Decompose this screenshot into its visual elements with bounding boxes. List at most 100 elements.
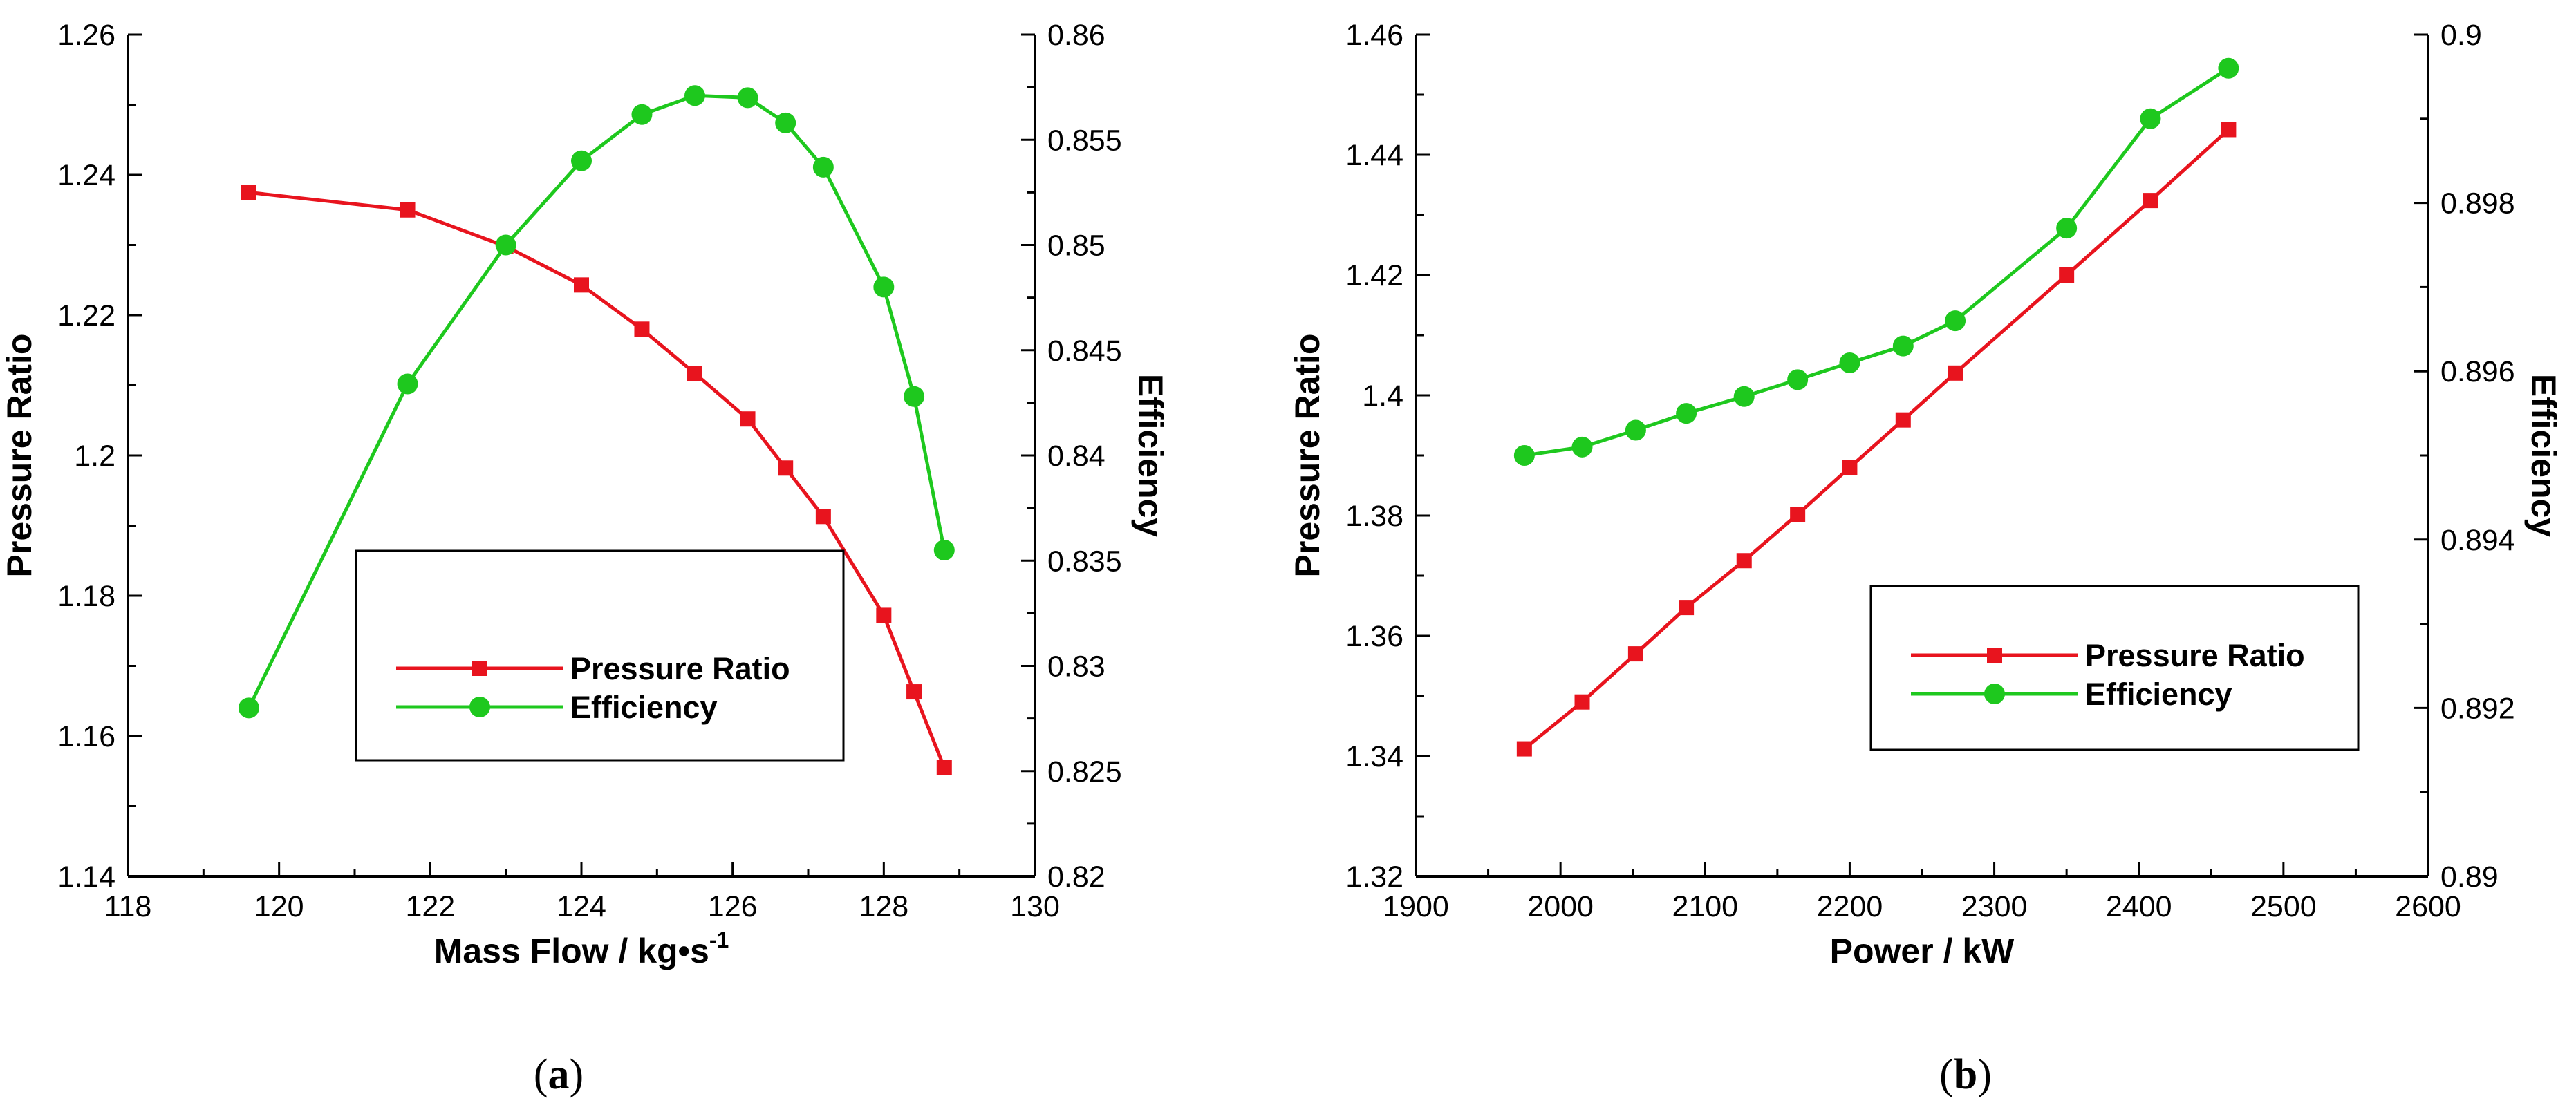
data-point-circle [775, 112, 796, 133]
legend-marker-circle [1984, 684, 2005, 704]
y2-tick-label: 0.83 [1047, 650, 1105, 684]
data-point-circle [1625, 419, 1646, 441]
y2-tick-label: 0.86 [1047, 19, 1105, 52]
x-tick-label: 128 [859, 890, 908, 923]
y-axis-title: Pressure Ratio [1288, 334, 1327, 578]
data-point-square [1948, 365, 1963, 381]
x-axis-title-main: Mass Flow / kg•s [434, 932, 709, 970]
y2-tick-label: 0.89 [2440, 860, 2499, 894]
data-point-circle [238, 697, 259, 719]
data-point-circle [1676, 403, 1697, 424]
data-point-circle [812, 156, 834, 178]
y-tick-label: 1.16 [57, 720, 115, 753]
data-point-square [1736, 553, 1752, 569]
data-point-circle [1733, 386, 1755, 407]
data-point-square [2143, 193, 2158, 209]
y-tick-label: 1.24 [57, 159, 115, 192]
y2-tick-label: 0.898 [2440, 187, 2515, 220]
x-tick-label: 126 [708, 890, 758, 923]
y2-tick-label: 0.855 [1047, 124, 1122, 157]
data-point-square [241, 185, 256, 200]
y2-axis-title: Efficiency [2524, 374, 2563, 537]
legend-marker-square [1987, 648, 2002, 663]
caption-open-paren: ( [534, 1051, 548, 1098]
y2-tick-label: 0.835 [1047, 545, 1122, 578]
y2-tick-label: 0.896 [2440, 355, 2515, 388]
panel-caption: (a) [534, 1051, 584, 1098]
data-point-circle [684, 85, 705, 106]
x-tick-label: 2400 [2106, 890, 2172, 923]
y2-tick-label: 0.845 [1047, 334, 1122, 368]
y-tick-label: 1.32 [1345, 860, 1403, 894]
data-point-circle [2056, 218, 2078, 239]
data-point-square [936, 760, 952, 775]
data-point-square [815, 509, 831, 525]
data-point-square [1516, 741, 1532, 757]
legend-box [355, 549, 845, 762]
series-line-circle [1524, 66, 2230, 458]
caption-open-paren: ( [1939, 1051, 1954, 1098]
data-point-circle [631, 104, 653, 125]
panel-caption: (b) [1939, 1051, 1992, 1098]
data-point-circle [933, 540, 955, 561]
data-point-square [2059, 267, 2075, 283]
data-point-square [1895, 412, 1911, 428]
y-tick-label: 1.36 [1345, 620, 1403, 653]
y2-tick-label: 0.9 [2440, 19, 2482, 52]
y-tick-label: 1.26 [57, 19, 115, 52]
data-point-square [1679, 600, 1695, 616]
y-tick-label: 1.18 [57, 580, 115, 613]
y-tick-label: 1.4 [1362, 379, 1403, 413]
series-line-square [1523, 128, 2230, 751]
data-point-square [400, 202, 416, 218]
x-tick-label: 120 [254, 890, 304, 923]
y-tick-label: 1.38 [1345, 500, 1403, 533]
y-tick-label: 1.2 [74, 440, 115, 473]
x-axis-title-superscript: -1 [709, 927, 729, 952]
legend-label: Pressure Ratio [2085, 638, 2305, 673]
caption-close-paren: ) [570, 1051, 584, 1098]
legend-marker-square [472, 661, 487, 676]
data-point-square [740, 411, 756, 427]
data-point-square [778, 460, 794, 476]
series-line-square [248, 190, 946, 769]
chart-a: 118 120 122 124 126 128 130 1.14 1.16 1.18 1.2 1.22… [0, 19, 1170, 1098]
data-point-circle [1787, 369, 1809, 390]
data-point-square [1842, 460, 1858, 475]
caption-close-paren: ) [1977, 1051, 1992, 1098]
x-tick-label: 1900 [1383, 890, 1449, 923]
data-point-circle [1945, 310, 1966, 332]
data-point-square [1790, 507, 1806, 522]
x-tick-label: 2500 [2250, 890, 2317, 923]
x-axis-title-main: Power / kW [1830, 932, 2015, 970]
data-point-square [574, 277, 589, 293]
data-point-circle [873, 276, 895, 298]
y-tick-label: 1.46 [1345, 19, 1403, 52]
y2-tick-label: 0.892 [2440, 692, 2515, 725]
data-point-circle [904, 386, 925, 407]
legend-label: Pressure Ratio [570, 651, 790, 686]
data-point-square [876, 607, 892, 623]
y2-tick-label: 0.85 [1047, 229, 1105, 263]
data-point-circle [2140, 108, 2161, 129]
data-point-square [2221, 122, 2237, 138]
y2-tick-label: 0.82 [1047, 860, 1105, 894]
chart-b: 1900 2000 2100 2200 2300 2400 2500 2600 1.32 1.34… [1288, 19, 2563, 1098]
legend-label: Efficiency [2085, 677, 2232, 712]
data-point-circle [737, 87, 758, 109]
y-tick-label: 1.42 [1345, 259, 1403, 292]
x-tick-label: 2100 [1672, 890, 1738, 923]
data-point-square [906, 684, 922, 700]
x-tick-label: 124 [557, 890, 606, 923]
y2-tick-label: 0.84 [1047, 440, 1105, 473]
x-axis-title: Mass Flow / kg•s-1 [434, 927, 729, 970]
data-point-circle [571, 150, 592, 171]
y-tick-label: 1.34 [1345, 740, 1403, 773]
y2-axis-title: Efficiency [1131, 374, 1170, 537]
legend-marker-circle [469, 697, 490, 717]
x-tick-label: 130 [1010, 890, 1060, 923]
legend: Pressure Ratio Efficiency [355, 549, 845, 762]
y-tick-label: 1.14 [57, 860, 115, 894]
legend-box [1869, 585, 2360, 751]
